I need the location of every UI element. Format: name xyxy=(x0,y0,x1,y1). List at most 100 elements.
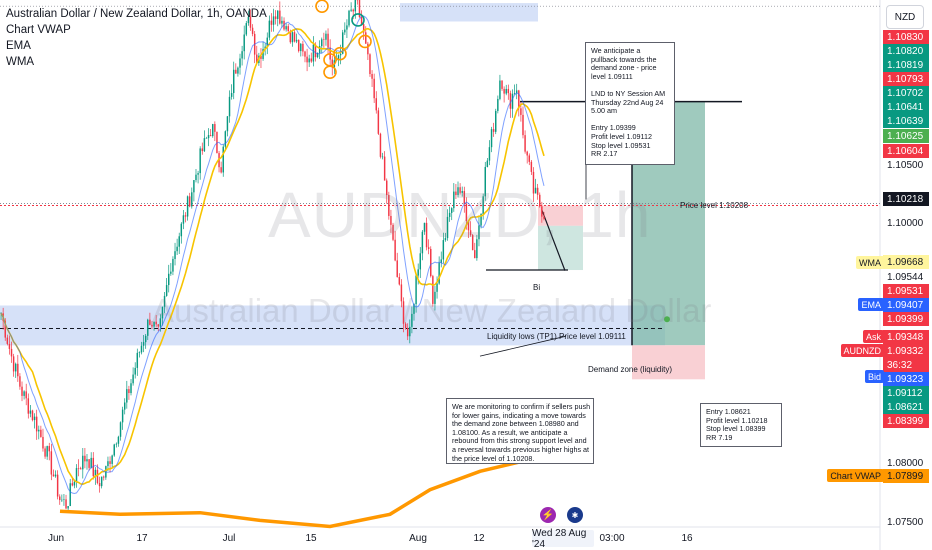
candle-body xyxy=(427,247,430,249)
candle-body xyxy=(144,335,147,343)
candle-body xyxy=(318,46,321,53)
candle-body xyxy=(140,345,143,353)
candle-body xyxy=(61,499,63,501)
note-line: RR 7.19 xyxy=(706,432,733,442)
candle-body xyxy=(214,124,216,132)
candle-body xyxy=(90,457,92,468)
candle-body xyxy=(180,223,183,237)
candle-body xyxy=(191,192,193,207)
candle-body xyxy=(184,215,187,217)
candle-body xyxy=(398,277,401,285)
candle-body xyxy=(176,246,178,252)
candle-body xyxy=(10,348,13,357)
price-tag: 1.10820 xyxy=(883,44,929,58)
candle-body xyxy=(228,96,231,117)
symbol-title[interactable]: Australian Dollar / New Zealand Dollar, … xyxy=(6,8,267,20)
candle-body xyxy=(197,173,199,175)
candle-body xyxy=(390,215,392,225)
candle-body xyxy=(375,98,377,111)
price-tag: 36:32 xyxy=(883,358,929,372)
candle-body xyxy=(107,461,109,467)
candle-body xyxy=(132,374,134,384)
candle-body xyxy=(27,398,30,414)
indicator-vwap-label[interactable]: Chart VWAP xyxy=(6,24,71,36)
candle-body xyxy=(153,321,155,327)
note-line: Entry 1.08621 xyxy=(706,407,751,416)
candle-body xyxy=(12,356,15,372)
candle-body xyxy=(515,90,518,93)
candle-body xyxy=(289,31,292,43)
candle-body xyxy=(488,147,491,161)
candle-body xyxy=(46,446,48,457)
candle-body xyxy=(381,156,384,158)
candle-body xyxy=(436,283,438,292)
watermark-name: Australian Dollar / New Zealand Dollar xyxy=(152,292,712,329)
candle-body xyxy=(471,235,474,251)
short-target-box xyxy=(538,225,583,271)
candle-body xyxy=(442,240,445,260)
candle-body xyxy=(536,187,539,195)
country-flag-icon[interactable]: ✱ xyxy=(567,507,583,523)
price-tag: 1.09332 xyxy=(883,344,929,358)
candle-body xyxy=(123,402,126,410)
candle-body xyxy=(14,363,17,372)
candle-body xyxy=(413,304,415,314)
indicator-wma-label[interactable]: WMA xyxy=(6,56,35,68)
candle-body xyxy=(358,0,361,18)
candle-body xyxy=(321,39,323,47)
candle-body xyxy=(33,416,36,421)
candle-body xyxy=(348,10,350,26)
candle-body xyxy=(84,455,86,462)
candle-body xyxy=(287,26,289,32)
candle-body xyxy=(541,206,543,217)
price-tag: 1.10641 xyxy=(883,100,929,114)
candle-body xyxy=(350,9,352,11)
candle-body xyxy=(325,33,327,40)
candle-body xyxy=(448,212,451,217)
candle-body xyxy=(404,323,407,328)
candle-body xyxy=(421,231,424,254)
candle-body xyxy=(285,26,287,30)
candle-body xyxy=(316,52,319,58)
candle-body xyxy=(297,39,300,52)
candle-body xyxy=(339,53,342,56)
candle-body xyxy=(193,180,195,193)
signal-marker xyxy=(358,34,372,49)
candle-body xyxy=(482,196,484,214)
candle-body xyxy=(245,23,248,35)
candle-body xyxy=(149,319,151,325)
price-tick-label: 1.07500 xyxy=(887,516,924,528)
trade-plan-note[interactable]: Entry 1.08621 Profit level 1.10218 Stop le… xyxy=(700,403,782,447)
indicator-ema-label[interactable]: EMA xyxy=(6,40,31,52)
wma-line xyxy=(0,27,545,486)
analysis-note-bottom[interactable]: We are monitoring to confirm if sellers … xyxy=(446,398,594,464)
candle-body xyxy=(251,27,254,34)
candle-body xyxy=(417,269,419,276)
analysis-note-top[interactable]: We anticipate a pullback towards the deman… xyxy=(585,42,675,165)
candle-body xyxy=(19,376,21,387)
candle-body xyxy=(425,222,428,248)
candle-body xyxy=(308,58,310,63)
candle-body xyxy=(128,389,130,394)
candle-body xyxy=(134,367,136,375)
candle-body xyxy=(130,383,132,394)
candle-body xyxy=(182,215,185,224)
candle-body xyxy=(38,429,40,432)
candle-body xyxy=(314,44,317,58)
series-tag-audnzd: AUDNZD xyxy=(840,344,884,357)
candle-body xyxy=(423,222,426,232)
candle-body xyxy=(205,138,208,139)
candle-body xyxy=(354,0,357,12)
currency-button[interactable]: NZD xyxy=(886,5,924,29)
candle-body xyxy=(103,476,105,478)
economic-event-icon[interactable]: ⚡ xyxy=(540,507,556,523)
candle-body xyxy=(377,110,380,134)
candle-body xyxy=(96,469,99,484)
candle-body xyxy=(478,225,480,240)
demand-zone-label: Demand zone (liquidity) xyxy=(588,365,673,374)
candle-body xyxy=(346,25,348,30)
candle-body xyxy=(509,93,512,109)
price-tag: 1.10604 xyxy=(883,144,929,158)
signal-marker xyxy=(323,65,337,79)
